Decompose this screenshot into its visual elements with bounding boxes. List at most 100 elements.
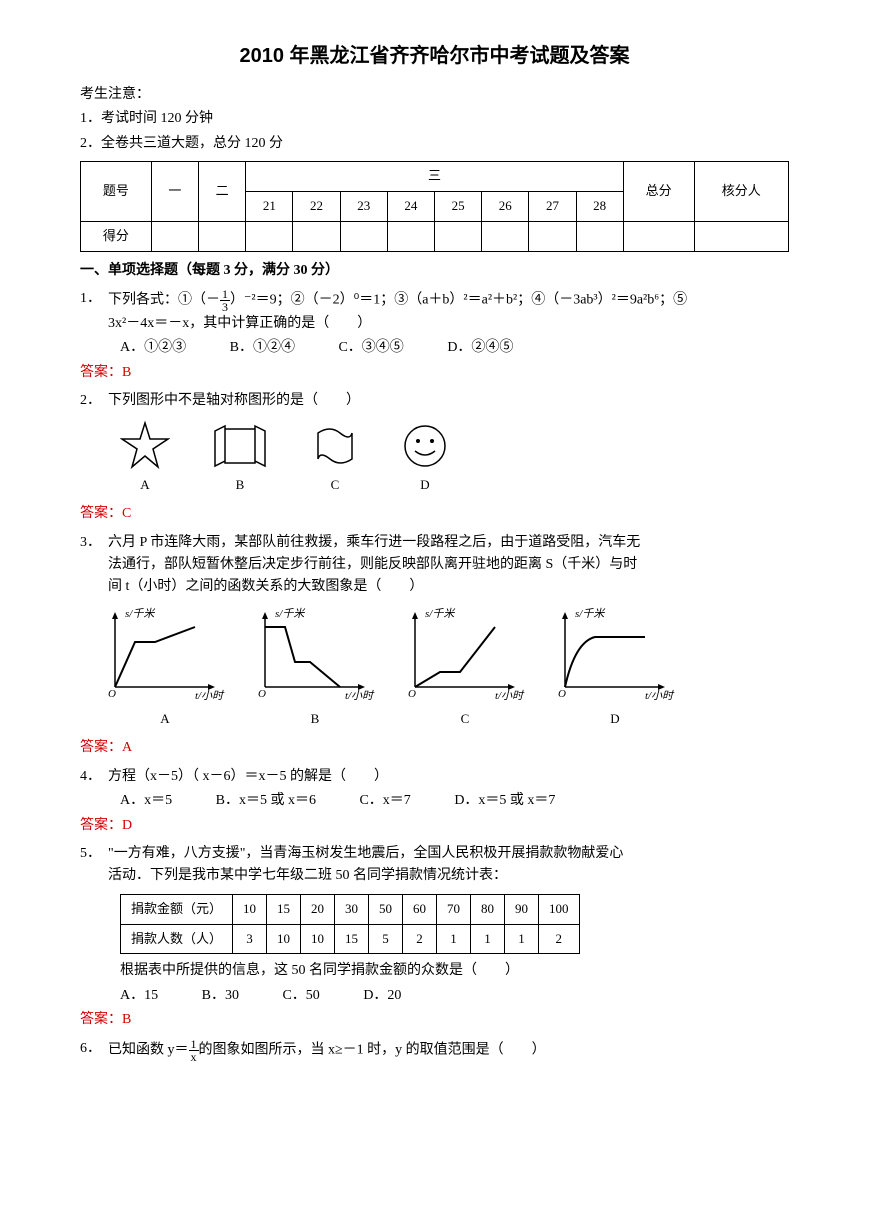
q3-graph-B: s/千米 O t/小时 B bbox=[250, 607, 380, 730]
q6-num: 6． bbox=[80, 1038, 108, 1063]
q5-r2c9: 1 bbox=[505, 924, 539, 954]
notice-2: 2．全卷共三道大题，总分 120 分 bbox=[80, 133, 789, 155]
q1-line2: 3x²－4x＝－x，其中计算正确的是（ ） bbox=[108, 313, 789, 335]
q5-r2c4: 15 bbox=[335, 924, 369, 954]
cell-q28: 28 bbox=[576, 191, 623, 221]
q5-r2c8: 1 bbox=[471, 924, 505, 954]
q1-optD: D．②④⑤ bbox=[447, 337, 513, 359]
q4-optB: B．x＝5 或 x＝6 bbox=[216, 790, 316, 812]
graph-B-ylabel: s/千米 bbox=[275, 607, 305, 620]
graph-D-svg: s/千米 O t/小时 bbox=[550, 607, 680, 702]
smiley-icon bbox=[400, 421, 450, 471]
q3-label-D: D bbox=[550, 709, 680, 730]
q1-optC: C．③④⑤ bbox=[338, 337, 403, 359]
cell-score-label: 得分 bbox=[81, 221, 152, 251]
q3-line3: 间 t（小时）之间的函数关系的大致图象是（ ） bbox=[108, 576, 789, 598]
q2-shape-B: B bbox=[210, 421, 270, 496]
cell-score-27 bbox=[529, 221, 576, 251]
q1-optB: B．①②④ bbox=[230, 337, 295, 359]
cell-score-28 bbox=[576, 221, 623, 251]
q1-text-a: 下列各式：①（－ bbox=[108, 293, 220, 308]
q5-r2c6: 2 bbox=[403, 924, 437, 954]
q2-label-B: B bbox=[236, 477, 245, 492]
q3-num: 3． bbox=[80, 532, 108, 599]
graph-D-xlabel: t/小时 bbox=[645, 689, 675, 702]
q1-text-b: ）⁻²＝9；②（－2）⁰＝1；③（a＋b）²＝a²＋b²；④（－3ab³）²＝9… bbox=[230, 293, 687, 308]
cell-score-total bbox=[623, 221, 694, 251]
banner-icon bbox=[210, 421, 270, 471]
cell-score-checker bbox=[694, 221, 788, 251]
q4-optC: C．x＝7 bbox=[359, 790, 410, 812]
cell-score-25 bbox=[435, 221, 482, 251]
graph-C-xlabel: t/小时 bbox=[495, 689, 525, 702]
graph-A-origin: O bbox=[108, 688, 116, 700]
cell-score-23 bbox=[340, 221, 387, 251]
q5-r2c5: 5 bbox=[369, 924, 403, 954]
q5-optB: B．30 bbox=[202, 985, 239, 1007]
q5-answer: 答案：B bbox=[80, 1009, 789, 1031]
q5-r2c7: 1 bbox=[437, 924, 471, 954]
q5-r1c6: 60 bbox=[403, 894, 437, 924]
q3-label-A: A bbox=[100, 709, 230, 730]
q3-line1: 六月 P 市连降大雨，某部队前往救援，乘车行进一段路程之后，由于道路受阻，汽车无 bbox=[108, 532, 789, 554]
cell-score-2 bbox=[199, 221, 246, 251]
cell-score-26 bbox=[482, 221, 529, 251]
graph-C-ylabel: s/千米 bbox=[425, 607, 455, 620]
q2-num: 2． bbox=[80, 390, 108, 412]
cell-q22: 22 bbox=[293, 191, 340, 221]
q2-shape-D: D bbox=[400, 421, 450, 496]
q3-graph-A: s/千米 O t/小时 A bbox=[100, 607, 230, 730]
cell-checker: 核分人 bbox=[694, 162, 788, 222]
q1-options: A．①②③ B．①②④ C．③④⑤ D．②④⑤ bbox=[80, 337, 789, 359]
cell-q23: 23 bbox=[340, 191, 387, 221]
question-4: 4． 方程（x－5）（ x－6）＝x－5 的解是（ ） bbox=[80, 766, 789, 788]
q5-optD: D．20 bbox=[363, 985, 401, 1007]
q5-r1c10: 100 bbox=[539, 894, 580, 924]
graph-C-origin: O bbox=[408, 688, 416, 700]
q5-r2c2: 10 bbox=[267, 924, 301, 954]
q5-r1c8: 80 bbox=[471, 894, 505, 924]
graph-D-ylabel: s/千米 bbox=[575, 607, 605, 620]
star-icon bbox=[120, 421, 170, 471]
notice-1: 1．考试时间 120 分钟 bbox=[80, 108, 789, 130]
cell-score-22 bbox=[293, 221, 340, 251]
q2-shapes: A B C D bbox=[80, 421, 789, 496]
page-title: 2010 年黑龙江省齐齐哈尔市中考试题及答案 bbox=[80, 40, 789, 72]
q3-label-C: C bbox=[400, 709, 530, 730]
graph-B-xlabel: t/小时 bbox=[345, 689, 375, 702]
graph-A-ylabel: s/千米 bbox=[125, 607, 155, 620]
q3-graph-C: s/千米 O t/小时 C bbox=[400, 607, 530, 730]
score-table: 题号 一 二 三 总分 核分人 21 22 23 24 25 26 27 28 … bbox=[80, 161, 789, 251]
q5-num: 5． bbox=[80, 843, 108, 888]
q1-frac: 13 bbox=[220, 288, 230, 313]
q4-optD: D．x＝5 或 x＝7 bbox=[454, 790, 555, 812]
q2-label-C: C bbox=[331, 477, 340, 492]
graph-D-origin: O bbox=[558, 688, 566, 700]
q4-options: A．x＝5 B．x＝5 或 x＝6 C．x＝7 D．x＝5 或 x＝7 bbox=[80, 790, 789, 812]
cell-score-1 bbox=[151, 221, 198, 251]
q5-optA: A．15 bbox=[120, 985, 158, 1007]
question-2: 2． 下列图形中不是轴对称图形的是（ ） bbox=[80, 390, 789, 412]
q5-r1c2: 15 bbox=[267, 894, 301, 924]
q4-num: 4． bbox=[80, 766, 108, 788]
cell-q21: 21 bbox=[246, 191, 293, 221]
cell-section-1: 一 bbox=[151, 162, 198, 222]
q5-r1c7: 70 bbox=[437, 894, 471, 924]
q4-optA: A．x＝5 bbox=[120, 790, 172, 812]
q5-line1: "一方有难，八方支援"，当青海玉树发生地震后，全国人民积极开展捐款款物献爱心 bbox=[108, 843, 789, 865]
question-3: 3． 六月 P 市连降大雨，某部队前往救援，乘车行进一段路程之后，由于道路受阻，… bbox=[80, 532, 789, 599]
cell-q26: 26 bbox=[482, 191, 529, 221]
q5-r2c10: 2 bbox=[539, 924, 580, 954]
section-1-header: 一、单项选择题（每题 3 分，满分 30 分） bbox=[80, 260, 789, 282]
wave-flag-icon bbox=[310, 421, 360, 471]
graph-A-svg: s/千米 O t/小时 bbox=[100, 607, 230, 702]
q2-shape-A: A bbox=[120, 421, 170, 496]
q2-label-A: A bbox=[140, 477, 149, 492]
q5-optC: C．50 bbox=[282, 985, 319, 1007]
cell-score-24 bbox=[387, 221, 434, 251]
question-6: 6． 已知函数 y＝1x的图象如图所示，当 x≥－1 时，y 的取值范围是（ ） bbox=[80, 1038, 789, 1063]
q2-answer: 答案：C bbox=[80, 503, 789, 525]
q4-answer: 答案：D bbox=[80, 815, 789, 837]
cell-section-2: 二 bbox=[199, 162, 246, 222]
q5-row2-label: 捐款人数（人） bbox=[121, 924, 233, 954]
